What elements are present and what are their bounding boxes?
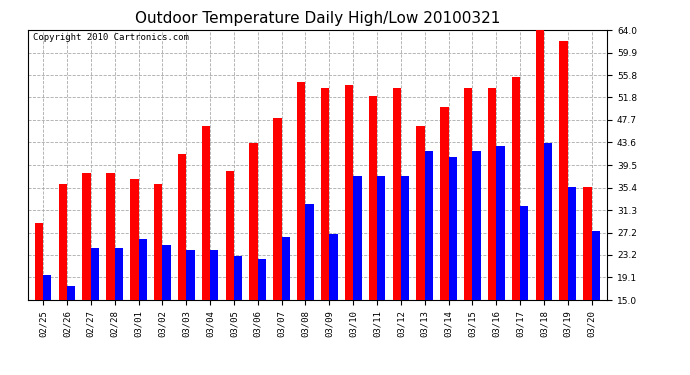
Bar <box>273 118 282 300</box>
Bar <box>67 286 75 300</box>
Bar <box>282 237 290 300</box>
Bar <box>162 245 170 300</box>
Bar <box>535 30 544 300</box>
Bar <box>59 184 67 300</box>
Bar <box>139 239 147 300</box>
Bar <box>91 248 99 300</box>
Bar <box>473 151 481 300</box>
Bar <box>106 173 115 300</box>
Bar <box>83 173 91 300</box>
Text: Outdoor Temperature Daily High/Low 20100321: Outdoor Temperature Daily High/Low 20100… <box>135 11 500 26</box>
Bar <box>592 231 600 300</box>
Bar <box>154 184 162 300</box>
Bar <box>249 143 258 300</box>
Bar <box>306 204 314 300</box>
Bar <box>440 107 449 300</box>
Bar <box>496 146 504 300</box>
Bar <box>416 126 425 300</box>
Bar <box>34 223 43 300</box>
Bar <box>178 154 186 300</box>
Bar <box>201 126 210 300</box>
Bar <box>258 259 266 300</box>
Bar <box>353 176 362 300</box>
Bar <box>368 96 377 300</box>
Bar <box>583 187 592 300</box>
Bar <box>130 179 139 300</box>
Bar <box>226 171 234 300</box>
Bar <box>425 151 433 300</box>
Bar <box>393 88 401 300</box>
Bar <box>512 77 520 300</box>
Text: Copyright 2010 Cartronics.com: Copyright 2010 Cartronics.com <box>33 33 189 42</box>
Bar <box>297 82 306 300</box>
Bar <box>115 248 123 300</box>
Bar <box>329 234 337 300</box>
Bar <box>401 176 409 300</box>
Bar <box>448 157 457 300</box>
Bar <box>488 88 496 300</box>
Bar <box>520 206 529 300</box>
Bar <box>43 275 52 300</box>
Bar <box>234 256 242 300</box>
Bar <box>210 251 219 300</box>
Bar <box>321 88 329 300</box>
Bar <box>377 176 386 300</box>
Bar <box>464 88 473 300</box>
Bar <box>568 187 576 300</box>
Bar <box>345 85 353 300</box>
Bar <box>560 41 568 300</box>
Bar <box>186 251 195 300</box>
Bar <box>544 143 552 300</box>
